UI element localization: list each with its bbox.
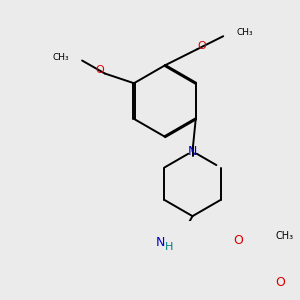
Text: O: O xyxy=(96,65,104,75)
Text: N: N xyxy=(156,236,165,249)
Text: O: O xyxy=(275,276,285,289)
Text: CH₃: CH₃ xyxy=(275,231,293,241)
Text: H: H xyxy=(165,242,174,252)
Text: O: O xyxy=(198,41,206,51)
Text: CH₃: CH₃ xyxy=(52,53,69,62)
Text: N: N xyxy=(188,145,197,158)
Text: O: O xyxy=(233,234,243,247)
Text: CH₃: CH₃ xyxy=(236,28,253,38)
